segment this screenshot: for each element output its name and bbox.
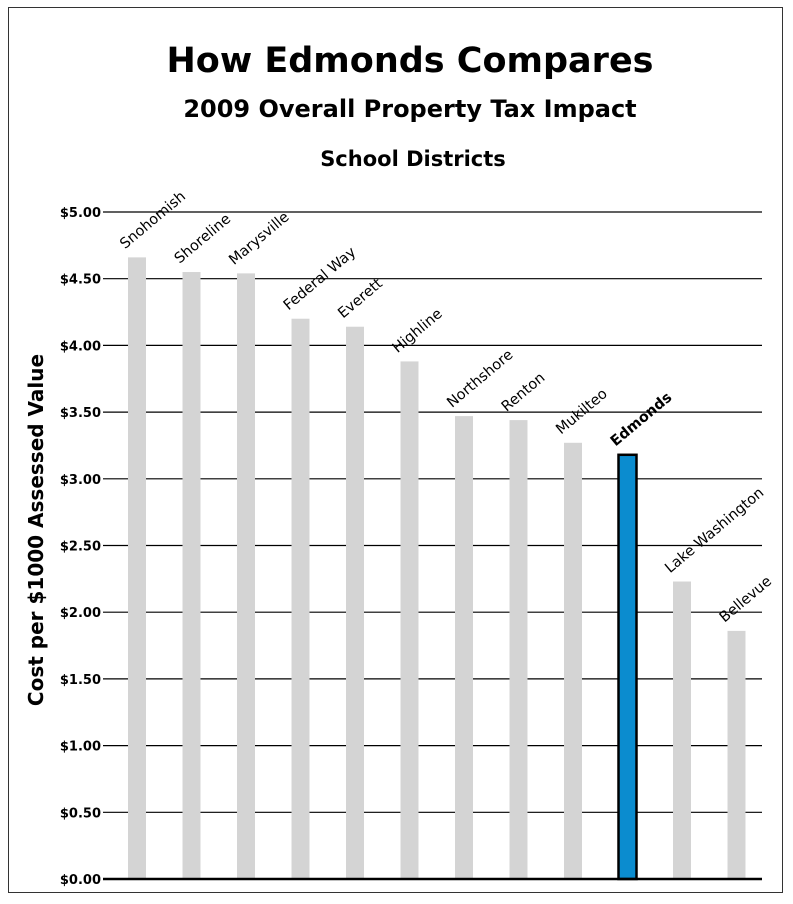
- y-tick-label: $4.00: [60, 339, 101, 354]
- y-tick-label: $1.00: [60, 740, 101, 755]
- category-label: Marysville: [226, 209, 292, 268]
- y-tick-label: $5.00: [60, 206, 101, 221]
- bar: [400, 361, 419, 880]
- y-tick-label: $2.00: [60, 606, 101, 621]
- bar: [727, 630, 746, 879]
- bars: [128, 257, 746, 881]
- category-label: Bellevue: [717, 573, 775, 626]
- grid-lines: [103, 211, 762, 813]
- y-tick-label: $0.50: [60, 806, 101, 821]
- y-tick-label: $1.50: [60, 673, 101, 688]
- y-tick-label: $0.00: [60, 873, 101, 888]
- y-tick-label: $2.50: [60, 540, 101, 555]
- y-tick-label: $4.50: [60, 273, 101, 288]
- bar: [182, 272, 201, 879]
- bar: [509, 420, 528, 879]
- bar-highlighted: [617, 453, 638, 881]
- bar: [673, 581, 691, 879]
- y-tick-labels: $0.00 $0.50 $1.00 $1.50 $2.00 $2.50 $3.00 $3.50…: [60, 206, 101, 888]
- bar: [455, 416, 473, 879]
- y-axis-label: Cost per $1000 Assessed Value: [24, 354, 48, 706]
- bar: [346, 326, 364, 879]
- bar: [128, 257, 146, 880]
- chart-subtitle-secondary: School Districts: [320, 147, 506, 171]
- category-label: Shoreline: [172, 211, 234, 267]
- category-label: Edmonds: [608, 390, 676, 450]
- bar: [564, 442, 582, 879]
- y-tick-label: $3.00: [60, 473, 101, 488]
- chart-subtitle: 2009 Overall Property Tax Impact: [183, 95, 636, 123]
- chart-title: How Edmonds Compares: [166, 41, 653, 81]
- category-label: Highline: [390, 306, 446, 357]
- y-tick-label: $3.50: [60, 406, 101, 421]
- category-label: Lake Washington: [662, 485, 767, 577]
- bar: [291, 318, 310, 880]
- category-label: Renton: [499, 370, 549, 415]
- bar: [237, 273, 255, 879]
- category-label: Everett: [335, 276, 386, 322]
- category-label: Snohomish: [117, 189, 189, 253]
